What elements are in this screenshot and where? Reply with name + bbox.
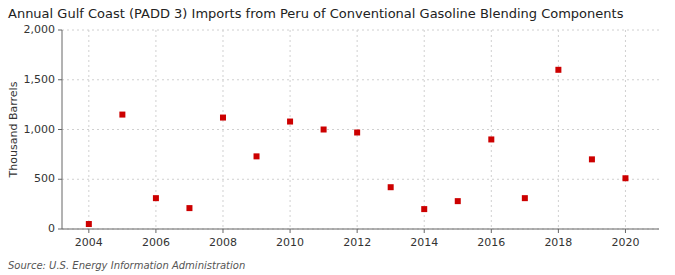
y-tick: [58, 129, 62, 130]
x-grid-line: [424, 30, 425, 229]
x-grid-line: [558, 30, 559, 229]
point: [421, 206, 427, 212]
point: [186, 205, 192, 211]
point: [455, 198, 461, 204]
grid: [62, 30, 659, 229]
x-tick-label: 2016: [477, 236, 505, 249]
x-tick: [290, 229, 291, 233]
x-tick-label: 2010: [276, 236, 304, 249]
y-grid-line: [62, 79, 659, 80]
x-tick: [424, 229, 425, 233]
x-grid-line: [88, 30, 89, 229]
x-tick-label: 2012: [343, 236, 371, 249]
x-tick-label: 2014: [410, 236, 438, 249]
x-axis-line: [62, 229, 659, 230]
title: Annual Gulf Coast (PADD 3) Imports from …: [8, 6, 624, 21]
y-tick: [58, 179, 62, 180]
point: [555, 67, 561, 73]
point: [153, 195, 159, 201]
y-axis-label: Thousand Barrels: [7, 81, 20, 178]
x-grid-line: [290, 30, 291, 229]
y-tick-label: 0: [48, 222, 55, 235]
x-tick: [491, 229, 492, 233]
x-tick-label: 2004: [75, 236, 103, 249]
point: [354, 129, 360, 135]
y-tick: [58, 79, 62, 80]
point: [522, 195, 528, 201]
y-tick: [58, 30, 62, 31]
y-tick-label: 2,000: [24, 23, 56, 36]
x-tick: [155, 229, 156, 233]
x-tick: [357, 229, 358, 233]
point: [321, 127, 327, 133]
chart-container: 0 500 1,000 1,500 2,000 2004 2006 2008 2010 2012 2…: [0, 0, 675, 275]
point: [119, 112, 125, 118]
x-tick: [222, 229, 223, 233]
x-tick: [625, 229, 626, 233]
x-grid-line: [491, 30, 492, 229]
y-axis-line: [62, 30, 63, 229]
y-grid-line: [62, 129, 659, 130]
x-tick-label: 2020: [611, 236, 639, 249]
x-tick-label: 2018: [544, 236, 572, 249]
y-grid-line: [62, 229, 659, 230]
point: [254, 153, 260, 159]
point: [488, 136, 494, 142]
point: [287, 119, 293, 125]
x-tick-label: 2008: [209, 236, 237, 249]
x-tick-label: 2006: [142, 236, 170, 249]
point: [589, 156, 595, 162]
x-tick: [88, 229, 89, 233]
y-tick: [58, 229, 62, 230]
y-tick-label: 1,000: [24, 123, 56, 136]
y-grid-line: [62, 179, 659, 180]
point: [622, 175, 628, 181]
x-grid-line: [625, 30, 626, 229]
source-note: Source: U.S. Energy Information Administ…: [8, 260, 245, 271]
point: [388, 184, 394, 190]
point: [86, 221, 92, 227]
y-grid-line: [62, 30, 659, 31]
chart-svg: 0 500 1,000 1,500 2,000 2004 2006 2008 2010 2012 2…: [0, 0, 675, 275]
axes: 0 500 1,000 1,500 2,000 2004 2006 2008 2010 2012 2…: [24, 23, 660, 249]
x-grid-line: [222, 30, 223, 229]
points: [86, 67, 629, 227]
y-tick-label: 500: [34, 172, 55, 185]
x-tick: [558, 229, 559, 233]
point: [220, 115, 226, 121]
y-tick-label: 1,500: [24, 73, 56, 86]
